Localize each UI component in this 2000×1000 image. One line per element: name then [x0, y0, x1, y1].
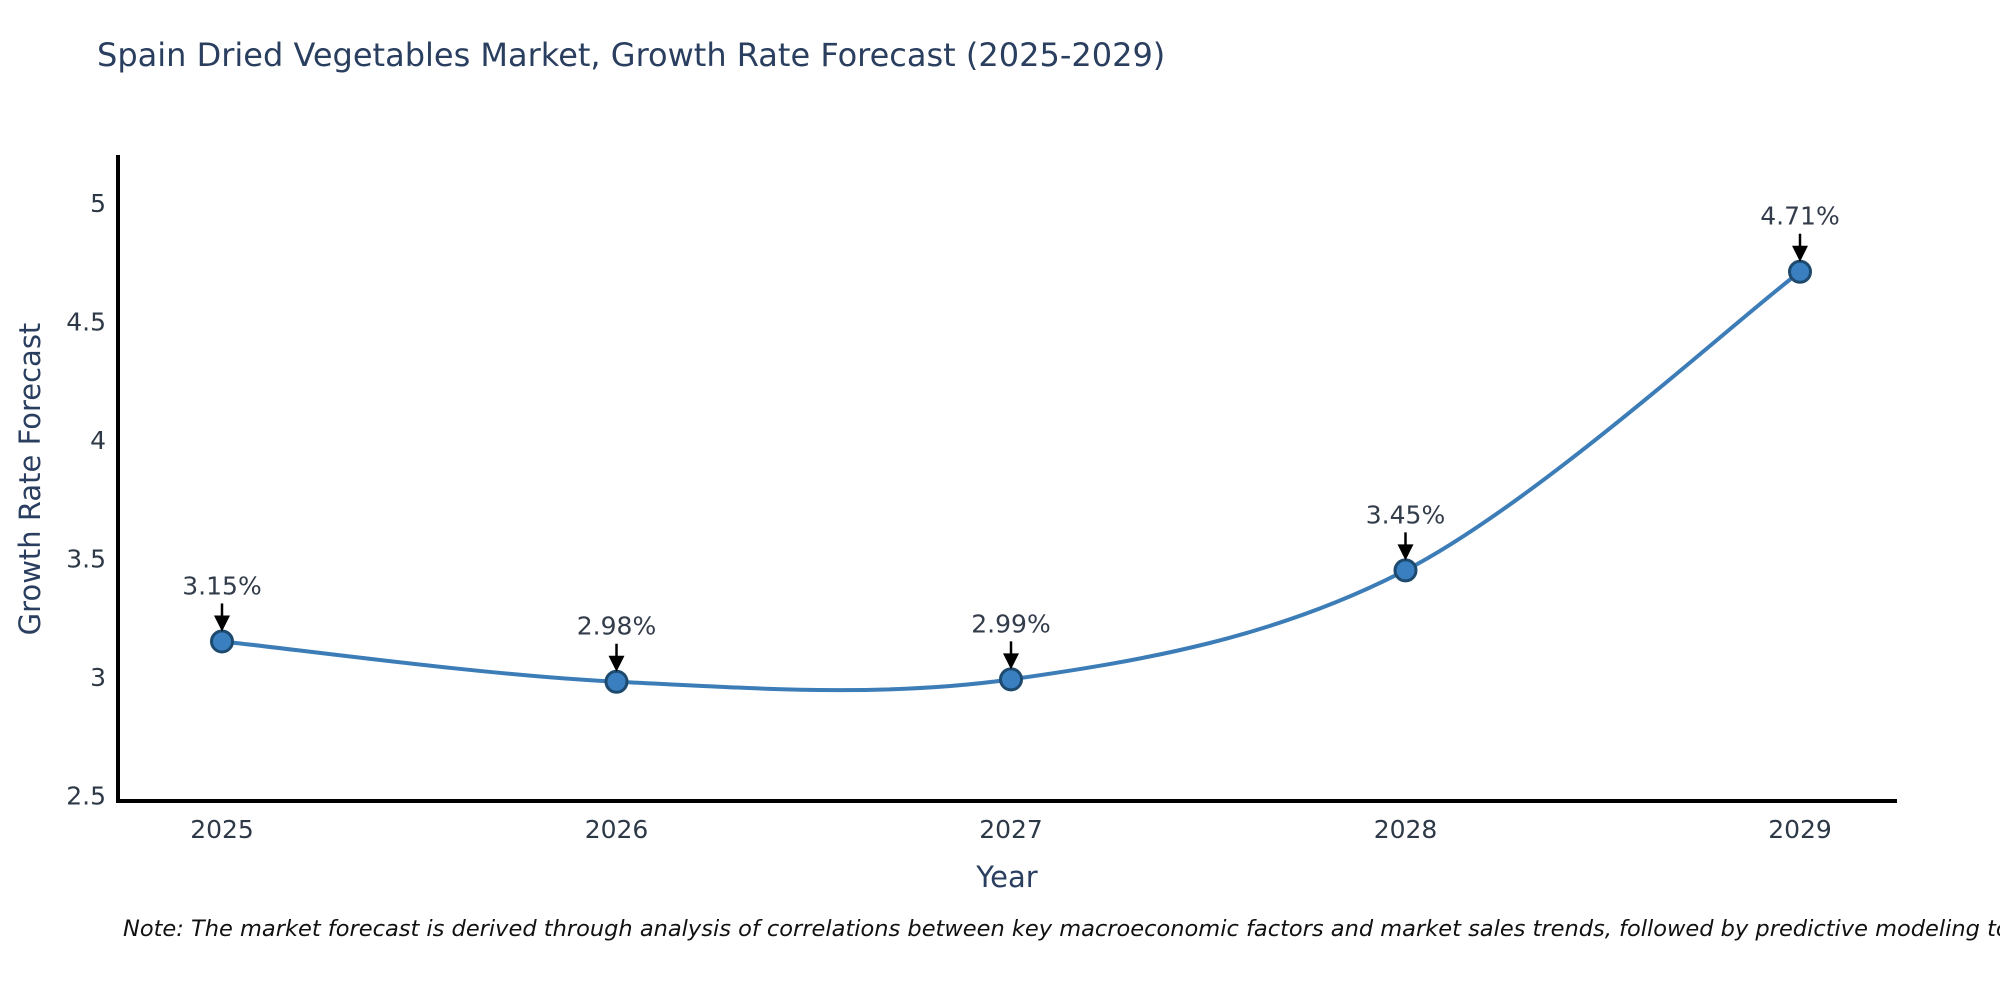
data-point-marker-2029: [1788, 259, 1812, 284]
y-tick-label: 3.5: [66, 545, 106, 574]
footnote: Note: The market forecast is derived thr…: [123, 916, 2000, 942]
x-tick-label: 2028: [1374, 815, 1438, 844]
data-point-label: 2.99%: [971, 609, 1050, 638]
y-tick-label: 4: [90, 426, 106, 455]
x-tick-label: 2026: [585, 815, 649, 844]
annotation-arrowhead-icon: [608, 655, 625, 672]
annotation-arrowhead-icon: [214, 615, 230, 632]
x-tick-label: 2027: [979, 815, 1043, 844]
chart-title: Spain Dried Vegetables Market, Growth Ra…: [97, 36, 1166, 74]
y-axis-title: Growth Rate Forecast: [13, 322, 47, 636]
annotation-arrowhead-icon: [1397, 544, 1414, 561]
data-point-marker-2028: [1393, 558, 1418, 583]
x-tick-label: 2029: [1768, 815, 1832, 844]
data-point-marker-2027: [999, 667, 1023, 692]
data-point-label: 2.98%: [577, 612, 656, 641]
annotation-arrowhead-icon: [1003, 653, 1019, 670]
forecast-line: [220, 269, 1802, 693]
annotation-arrowhead-icon: [1792, 245, 1808, 262]
x-tick-label: 2025: [190, 815, 254, 844]
data-point-label: 3.45%: [1366, 500, 1445, 529]
y-tick-label: 4.5: [66, 308, 106, 337]
y-tick-label: 2.5: [66, 782, 106, 811]
data-point-label: 4.71%: [1760, 202, 1839, 231]
x-axis-title: Year: [976, 860, 1038, 894]
data-point-marker-2026: [604, 669, 629, 694]
y-tick-label: 5: [90, 189, 106, 218]
data-point-marker-2025: [210, 629, 234, 654]
data-point-label: 3.15%: [182, 571, 261, 600]
y-tick-label: 3: [90, 663, 106, 692]
